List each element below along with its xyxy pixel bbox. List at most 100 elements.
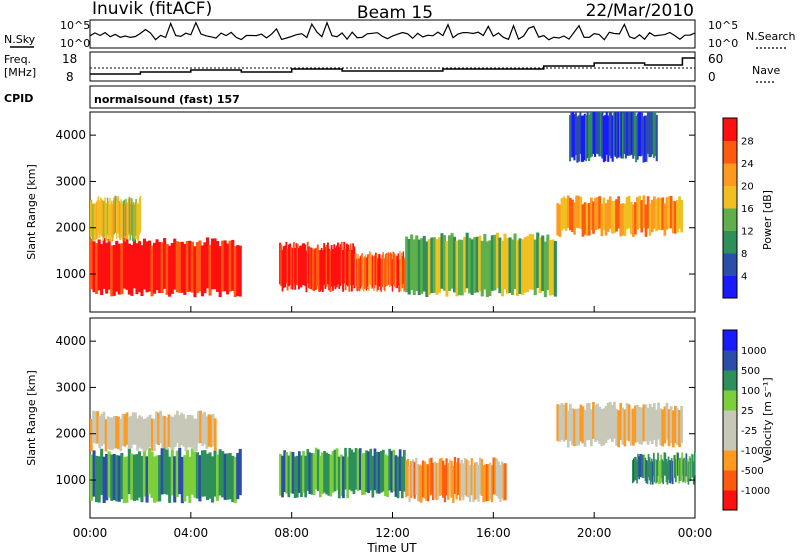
heatmap-cell (634, 202, 637, 235)
heatmap-cell (168, 456, 172, 503)
heatmap-cell (375, 451, 379, 494)
heatmap-cell (306, 241, 309, 284)
power-colorbar-tick-label: 4 (741, 272, 747, 283)
heatmap-cell (541, 235, 545, 292)
heatmap-cell (490, 235, 494, 291)
freq-label-line2: [MHz] (4, 66, 36, 79)
heatmap-cell (583, 113, 586, 160)
heatmap-cell (602, 408, 606, 446)
heatmap-cell (596, 197, 599, 230)
heatmap-cell (640, 200, 644, 233)
heatmap-cell (647, 454, 650, 478)
heatmap-cell (648, 112, 651, 158)
heatmap-cell (621, 112, 624, 159)
heatmap-cell (228, 240, 232, 292)
heatmap-cell (674, 454, 676, 478)
heatmap-cell (458, 239, 462, 296)
heatmap-cell (619, 402, 623, 440)
heatmap-cell (553, 241, 557, 297)
heatmap-cell (367, 451, 370, 493)
heatmap-cell (594, 112, 597, 157)
heatmap-cell (396, 255, 399, 289)
heatmap-cell (105, 454, 109, 501)
heatmap-cell (533, 239, 537, 296)
heatmap-cell (132, 204, 134, 242)
heatmap-cell (642, 404, 646, 442)
heatmap-cell (125, 412, 129, 445)
heatmap-cell (558, 404, 562, 442)
heatmap-cell (450, 460, 453, 498)
heatmap-cell (570, 112, 573, 158)
heatmap-cell (92, 203, 94, 241)
heatmap-cell (619, 204, 623, 237)
heatmap-cell (122, 201, 125, 239)
heatmap-cell (403, 449, 406, 492)
heatmap-cell (392, 251, 394, 284)
heatmap-cell (358, 259, 361, 292)
heatmap-cell (354, 253, 357, 287)
heatmap-cell (349, 243, 352, 286)
x-tick-label: 00:00 (678, 526, 713, 540)
heatmap-cell (579, 112, 582, 154)
x-tick-label: 16:00 (476, 526, 511, 540)
heatmap-cell (469, 465, 472, 502)
heatmap-cell (102, 456, 106, 503)
heatmap-cell (596, 403, 599, 441)
heatmap-cell (571, 112, 574, 158)
heatmap-cell (482, 465, 485, 503)
noise-right-tick-low: 10^0 (708, 37, 738, 50)
heatmap-cell (299, 245, 302, 288)
heatmap-cell (627, 195, 631, 229)
heatmap-cell (111, 204, 114, 242)
heatmap-cell (389, 254, 391, 288)
heatmap-cell (334, 247, 337, 290)
freq-left-tick-low: 8 (66, 70, 74, 84)
heatmap-cell (231, 239, 235, 291)
heatmap-cell (180, 456, 184, 504)
heatmap-cell (145, 241, 149, 293)
heatmap-cell (298, 247, 300, 290)
heatmap-cell (313, 249, 315, 292)
noise-left-tick-high: 10^5 (60, 19, 90, 32)
heatmap-cell (327, 242, 329, 285)
heatmap-cell (128, 196, 131, 234)
heatmap-cell (460, 239, 464, 296)
heatmap-cell (543, 241, 547, 298)
heatmap-cell (197, 410, 200, 444)
y-tick-label: 1000 (55, 473, 86, 487)
heatmap-cell (125, 238, 129, 290)
heatmap-cell (127, 198, 130, 236)
heatmap-cell (353, 246, 356, 289)
heatmap-cell (100, 244, 104, 295)
heatmap-cell (342, 250, 344, 292)
heatmap-cell (188, 415, 192, 448)
heatmap-cell (492, 457, 495, 495)
heatmap-cell (142, 419, 146, 452)
y-tick-label: 3000 (55, 380, 86, 394)
heatmap-cell (364, 254, 367, 288)
heatmap-cell (372, 256, 374, 289)
heatmap-cell (580, 115, 583, 162)
power-colorbar-frame (722, 117, 738, 299)
heatmap-cell (503, 233, 507, 290)
heatmap-cell (137, 204, 140, 242)
heatmap-cell (365, 450, 368, 493)
heatmap-cell (356, 449, 360, 491)
heatmap-cell (400, 259, 402, 292)
heatmap-cell (627, 404, 631, 442)
heatmap-cell (116, 201, 118, 239)
heatmap-cell (397, 253, 399, 286)
heatmap-cell (658, 461, 660, 485)
heatmap-cell (218, 246, 222, 297)
heatmap-cell (630, 112, 633, 155)
velocity-colorbar-swatch (723, 410, 737, 431)
heatmap-cell (385, 253, 388, 286)
heatmap-cell (319, 250, 322, 292)
heatmap-cell (193, 246, 197, 298)
heatmap-cell (117, 243, 121, 295)
heatmap-cell (134, 202, 136, 240)
heatmap-cell (280, 244, 283, 287)
heatmap-cell (569, 404, 572, 442)
velocity-y-ticks: 1000 2000 3000 4000 (55, 334, 695, 487)
heatmap-cell (499, 465, 502, 502)
